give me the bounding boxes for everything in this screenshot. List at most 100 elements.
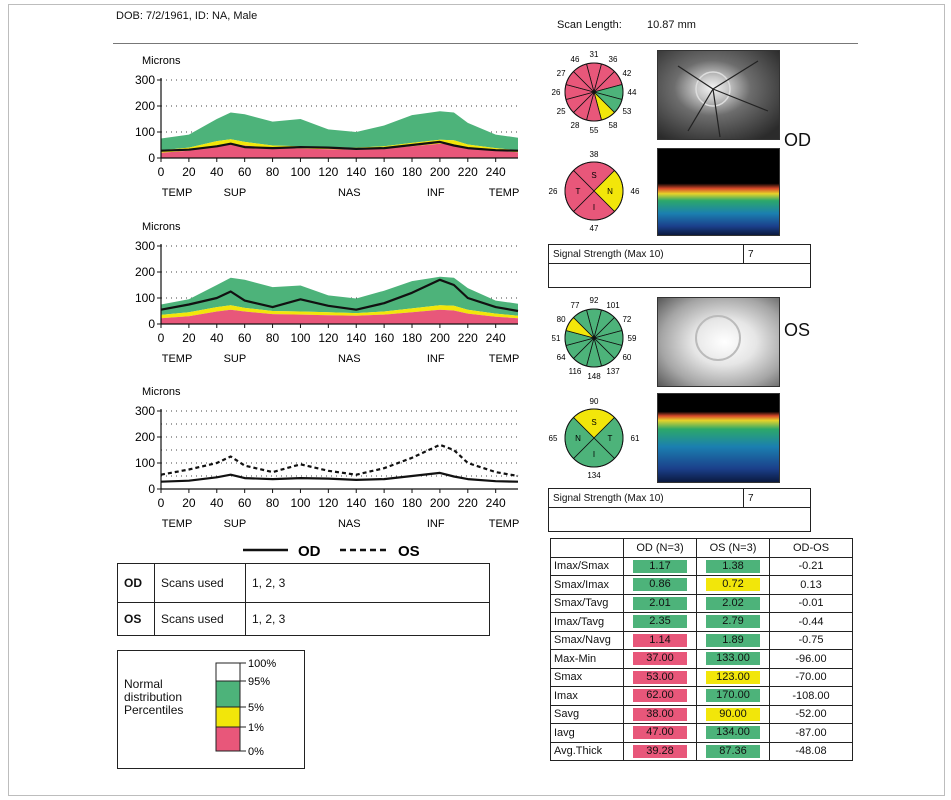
- x-tick-label: 40: [210, 165, 224, 179]
- os-value: 2.79: [706, 615, 760, 629]
- os-value-cell: 134.00: [696, 723, 770, 743]
- region-label: TEMP: [489, 518, 520, 530]
- band-borderline: [161, 305, 518, 319]
- difference-value: -52.00: [769, 704, 853, 724]
- quadrant-value: 134: [587, 471, 601, 480]
- x-tick-label: 100: [290, 496, 310, 510]
- clock-value: 92: [590, 296, 599, 305]
- clock-value: 64: [557, 353, 566, 362]
- od-value-cell: 53.00: [623, 667, 697, 687]
- y-tick-label: 100: [135, 291, 155, 305]
- series-line-od: [160, 471, 519, 483]
- region-label: TEMP: [162, 187, 193, 199]
- signal-label-os: Signal Strength (Max 10): [553, 493, 664, 504]
- eye-label-od: OD: [784, 130, 811, 150]
- y-tick-label: 100: [135, 456, 155, 470]
- x-tick-label: 200: [430, 496, 450, 510]
- x-tick-label: 20: [182, 496, 196, 510]
- fundus-photo-os: [657, 297, 780, 387]
- parameter-row: Imax/Tavg 2.35 2.79 -0.44: [550, 612, 853, 632]
- y-axis-title: Microns: [142, 386, 181, 398]
- difference-value: -108.00: [769, 686, 853, 706]
- y-tick-label: 200: [135, 430, 155, 444]
- difference-value: -96.00: [769, 649, 853, 669]
- x-tick-label: 0: [158, 331, 165, 345]
- x-tick-label: 0: [158, 496, 165, 510]
- parameter-label: Smax/Imax: [550, 575, 624, 595]
- scan-length-value: 10.87 mm: [647, 19, 696, 31]
- difference-value: -87.00: [769, 723, 853, 743]
- signal-label-od: Signal Strength (Max 10): [553, 249, 664, 260]
- y-tick-label: 200: [135, 265, 155, 279]
- y-tick-label: 0: [148, 482, 155, 496]
- os-value: 90.00: [706, 707, 760, 721]
- tick-5: 5%: [248, 702, 264, 714]
- legend-title-line: Normal: [124, 677, 163, 691]
- tick-1: 1%: [248, 722, 264, 734]
- band-5-95: [215, 680, 241, 708]
- os-value-cell: 123.00: [696, 667, 770, 687]
- x-tick-label: 240: [486, 496, 506, 510]
- quadrant-letter: I: [593, 203, 595, 212]
- x-tick-label: 120: [318, 165, 338, 179]
- x-tick-label: 60: [238, 496, 252, 510]
- difference-value: -0.21: [769, 556, 853, 576]
- oct-scan-od: [657, 148, 780, 236]
- region-label: NAS: [338, 187, 361, 199]
- od-value-cell: 39.28: [623, 741, 697, 761]
- quadrant-letter: N: [607, 187, 613, 196]
- os-value: 87.36: [706, 744, 760, 758]
- quadrant-letter: T: [608, 434, 613, 443]
- quadrant-letter: N: [575, 434, 581, 443]
- os-value: 134.00: [706, 726, 760, 740]
- clock-value: 116: [569, 367, 582, 376]
- y-tick-label: 0: [148, 151, 155, 165]
- region-label: NAS: [338, 518, 361, 530]
- difference-value: -0.44: [769, 612, 853, 632]
- os-value-cell: 1.38: [696, 556, 770, 576]
- difference-value: -48.08: [769, 741, 853, 761]
- parameter-label: Max-Min: [550, 649, 624, 669]
- scans-value: 1, 2, 3: [245, 563, 490, 603]
- header-diff: OD-OS: [769, 538, 853, 558]
- parameter-label: Imax/Tavg: [550, 612, 624, 632]
- parameter-label: Imax: [550, 686, 624, 706]
- clock-value: 51: [552, 334, 561, 343]
- clock-value: 25: [557, 107, 566, 116]
- signal-box-od: Signal Strength (Max 10) 7: [548, 244, 811, 288]
- x-tick-label: 20: [182, 165, 196, 179]
- clock-value: 77: [571, 301, 580, 310]
- x-tick-label: 140: [346, 165, 366, 179]
- x-tick-label: 240: [486, 165, 506, 179]
- quadrant-value: 61: [631, 434, 640, 443]
- scans-label: Scans used: [154, 602, 246, 636]
- x-tick-label: 60: [238, 331, 252, 345]
- region-label: TEMP: [162, 518, 193, 530]
- clock-hours-od: 31 36 42 44 53 58 55 28 25 26 27 46: [552, 50, 637, 135]
- scans-row-os: OS Scans used 1, 2, 3: [117, 602, 490, 636]
- region-label: INF: [427, 353, 445, 365]
- band-95-100: [215, 662, 241, 682]
- legend-od-label: OD: [298, 543, 321, 560]
- difference-value: -0.75: [769, 630, 853, 650]
- od-value: 1.17: [633, 559, 687, 573]
- parameter-label: Smax/Tavg: [550, 593, 624, 613]
- od-value-cell: 47.00: [623, 723, 697, 743]
- os-value: 123.00: [706, 670, 760, 684]
- x-tick-label: 140: [346, 496, 366, 510]
- parameter-label: Smax/Navg: [550, 630, 624, 650]
- quadrant-letter: T: [576, 187, 581, 196]
- tick-0: 0%: [248, 746, 264, 758]
- os-value: 133.00: [706, 652, 760, 666]
- clock-outline: [564, 308, 624, 368]
- x-tick-label: 0: [158, 165, 165, 179]
- clock-value: 27: [557, 69, 566, 78]
- parameter-row: Imax 62.00 170.00 -108.00: [550, 686, 853, 706]
- scans-eye: OS: [117, 602, 155, 636]
- x-tick-label: 40: [210, 331, 224, 345]
- clock-value: 58: [609, 121, 618, 130]
- signal-box-os: Signal Strength (Max 10) 7: [548, 488, 811, 532]
- clock-value: 101: [606, 301, 620, 310]
- x-tick-label: 120: [318, 331, 338, 345]
